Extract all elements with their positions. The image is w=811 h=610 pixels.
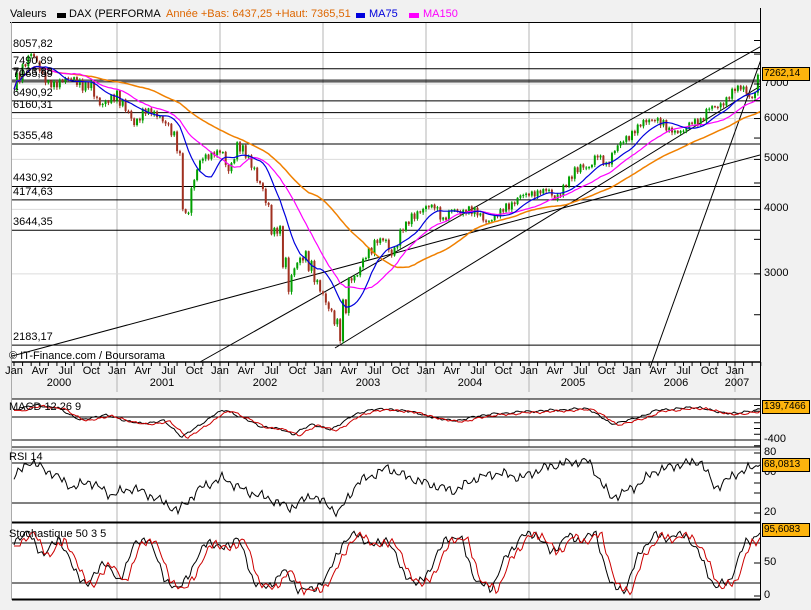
x-axis-month-label: Jan — [623, 365, 641, 377]
rsi-value-badge: 68,0813 — [762, 458, 810, 472]
price-level-label: 7490,89 — [13, 54, 53, 67]
x-axis-month-label: Jul — [676, 365, 691, 377]
macd-signal-line — [14, 404, 760, 439]
x-axis-month-label: Oct — [700, 365, 718, 377]
ma-line — [13, 65, 760, 308]
ma-line — [13, 65, 760, 290]
x-axis-month-label: Jul — [264, 365, 279, 377]
x-axis-month-label: Jan — [211, 365, 229, 377]
x-axis-month-label: Jul — [367, 365, 382, 377]
x-axis-month-label: Oct — [185, 365, 203, 377]
x-axis-month-label: Avr — [546, 365, 563, 377]
x-axis-year-label: 2000 — [46, 377, 72, 389]
stoch-value-badge: 95,6083 — [762, 523, 810, 537]
ma75-swatch-icon — [356, 13, 365, 18]
x-axis-month-label: Oct — [494, 365, 512, 377]
ma150-label: MA150 — [423, 8, 458, 20]
price-level-label: 7123,88 — [13, 66, 53, 79]
price-level-label: 2183,17 — [13, 331, 53, 344]
ma150-swatch-icon — [409, 13, 419, 18]
right-axis-price-label: 3000 — [764, 266, 789, 279]
x-axis-month-label: Avr — [340, 365, 357, 377]
x-axis-month-label: Oct — [288, 365, 306, 377]
rsi-axis-label: 60 — [764, 466, 777, 478]
x-axis-month-label: Avr — [649, 365, 666, 377]
stochastic-panel-title: Stochastique 50 3 5 — [9, 528, 107, 540]
x-axis-month-label: Oct — [597, 365, 615, 377]
x-axis-month-label: Jul — [573, 365, 588, 377]
x-axis-year-label: 2007 — [724, 377, 750, 389]
rsi-axis-label: 20 — [764, 506, 777, 518]
rsi-axis-label: 80 — [764, 446, 777, 458]
dax-series-swatch-icon — [57, 13, 66, 18]
stoch-axis-label: 50 — [764, 556, 777, 568]
valeurs-label: Valeurs — [10, 8, 47, 20]
price-level-label: 7065,39 — [13, 67, 53, 80]
last-price-badge: 7262,14 — [762, 67, 810, 81]
right-axis-price-label: 5000 — [764, 152, 789, 165]
rsi-panel-title: RSI 14 — [9, 451, 43, 463]
x-axis-month-label: Jan — [417, 365, 435, 377]
stoch-axis-label: 0 — [764, 589, 771, 601]
x-axis-month-label: Jan — [5, 365, 23, 377]
right-axis-price-label: 6000 — [764, 111, 789, 124]
x-axis-month-label: Jan — [520, 365, 538, 377]
x-axis-month-label: Jul — [161, 365, 176, 377]
year-range-label: Année +Bas: 6437,25 +Haut: 7365,51 — [166, 8, 351, 20]
price-level-label: 4430,92 — [13, 172, 53, 185]
copyright-label: © IT-Finance.com / Boursorama — [9, 350, 166, 362]
trendlines — [12, 46, 760, 369]
stochastic-signal-line — [14, 531, 760, 596]
x-axis-year-label: 2006 — [663, 377, 689, 389]
x-axis-month-label: Jan — [726, 365, 744, 377]
x-axis-month-label: Avr — [443, 365, 460, 377]
x-axis-year-label: 2003 — [355, 377, 381, 389]
price-level-label: 4174,63 — [13, 185, 53, 198]
x-axis-month-label: Oct — [391, 365, 409, 377]
ma75-label: MA75 — [369, 8, 398, 20]
right-axis-price-label: 4000 — [764, 202, 789, 215]
price-level-label: 3644,35 — [13, 216, 53, 229]
stochastic-line — [13, 530, 760, 595]
x-axis-month-label: Jul — [470, 365, 485, 377]
x-axis-month-label: Oct — [82, 365, 100, 377]
x-axis-year-label: 2004 — [457, 377, 483, 389]
price-level-label: 6490,92 — [13, 86, 53, 99]
x-axis-year-label: 2005 — [560, 377, 586, 389]
rsi-line — [13, 457, 760, 518]
x-axis-month-label: Jan — [314, 365, 332, 377]
x-axis-month-label: Avr — [31, 365, 48, 377]
price-level-label: 5355,48 — [13, 130, 53, 142]
macd-panel-title: MACD 12 26 9 — [9, 401, 82, 413]
x-axis-month-label: Jul — [58, 365, 73, 377]
right-axis-price-label: 7000 — [764, 77, 789, 89]
x-axis-year-label: 2002 — [252, 377, 278, 389]
price-level-label: 6160,31 — [13, 98, 53, 111]
x-axis-month-label: Avr — [237, 365, 254, 377]
price-level-label: 8057,82 — [13, 38, 53, 51]
ma-line — [13, 65, 760, 269]
x-axis-year-label: 2001 — [149, 377, 175, 389]
x-axis-month-label: Jan — [108, 365, 126, 377]
x-axis-month-label: Avr — [134, 365, 151, 377]
macd-axis-label: -400 — [764, 433, 787, 445]
dax-series-label: DAX (PERFORMA — [69, 8, 161, 20]
macd-value-badge: 139,7466 — [762, 400, 810, 414]
